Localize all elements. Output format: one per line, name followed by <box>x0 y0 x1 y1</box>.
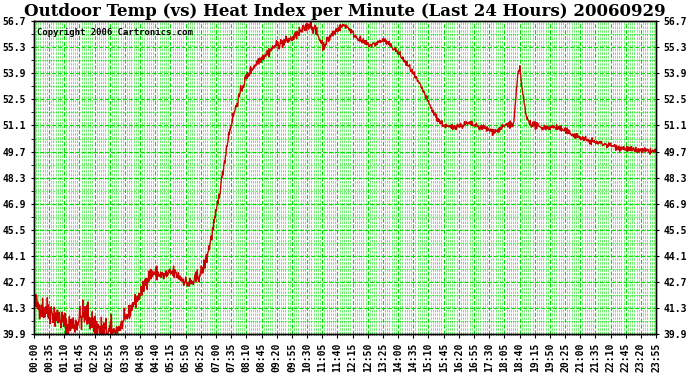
Title: Outdoor Temp (vs) Heat Index per Minute (Last 24 Hours) 20060929: Outdoor Temp (vs) Heat Index per Minute … <box>24 3 666 20</box>
Text: Copyright 2006 Cartronics.com: Copyright 2006 Cartronics.com <box>37 28 193 37</box>
